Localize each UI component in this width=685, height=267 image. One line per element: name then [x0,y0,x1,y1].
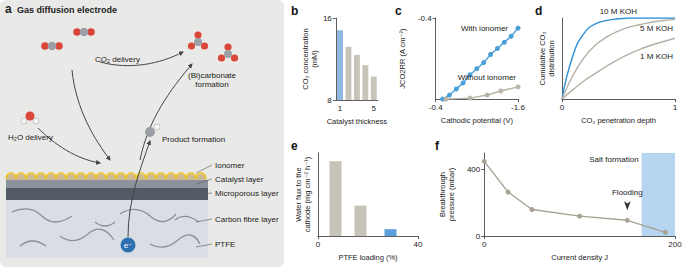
svg-text:16: 16 [323,14,332,23]
svg-text:0: 0 [476,232,481,241]
svg-text:e: e [291,139,298,153]
svg-text:Flooding: Flooding [612,188,643,197]
svg-text:Ionomer: Ionomer [215,161,245,170]
svg-text:Catalyst layer: Catalyst layer [215,175,264,184]
svg-text:PTFE loading (%): PTFE loading (%) [338,253,398,262]
svg-text:-0.4: -0.4 [418,14,432,23]
svg-text:pressure (mbar): pressure (mbar) [447,167,456,221]
svg-text:(Bi)carbonateformation: (Bi)carbonateformation [188,71,237,89]
svg-text:Cathodic potential (V): Cathodic potential (V) [441,116,514,125]
svg-text:e⁻: e⁻ [124,241,133,250]
svg-text:(mM): (mM) [310,50,319,68]
svg-text:d: d [535,4,542,18]
svg-text:0: 0 [560,103,565,112]
svg-text:Product formation: Product formation [162,135,225,144]
svg-text:-1.6: -1.6 [511,103,525,112]
svg-text:0: 0 [316,240,321,249]
svg-text:1: 1 [673,103,678,112]
svg-text:CO₂ concentration: CO₂ concentration [301,28,310,89]
svg-text:With ionomer: With ionomer [461,24,508,33]
svg-text:Without ionomer: Without ionomer [458,73,517,82]
svg-text:8: 8 [327,96,332,105]
svg-text:40: 40 [414,240,423,249]
svg-text:Microporous layer: Microporous layer [215,189,279,198]
svg-text:f: f [435,139,440,153]
svg-text:c: c [395,4,402,18]
svg-text:Carbon fibre layer: Carbon fibre layer [215,215,279,224]
svg-text:200: 200 [668,240,682,249]
svg-text:cathode (mg cm⁻² h⁻¹): cathode (mg cm⁻² h⁻¹) [303,156,312,232]
svg-text:Breakthrough: Breakthrough [438,172,447,217]
svg-text:1 M KOH: 1 M KOH [640,52,673,61]
svg-text:0: 0 [482,240,487,249]
svg-text:Current density J: Current density J [551,253,608,262]
svg-text:CO₂ delivery: CO₂ delivery [95,55,140,64]
svg-text:10 M KOH: 10 M KOH [600,7,638,16]
svg-text:Cumulative CO₂: Cumulative CO₂ [538,32,547,86]
svg-text:CO₂ penetration depth: CO₂ penetration depth [581,116,656,125]
svg-text:H₂O delivery: H₂O delivery [8,133,53,142]
svg-text:400: 400 [467,165,481,174]
svg-text:Salt formation: Salt formation [589,155,638,164]
svg-text:distribution: distribution [547,40,556,76]
svg-text:Catalyst thickness: Catalyst thickness [327,117,388,126]
svg-text:Water flux to the: Water flux to the [294,167,303,221]
svg-text:JCO2RR (A cm⁻²): JCO2RR (A cm⁻²) [398,28,407,89]
svg-text:5: 5 [372,104,377,113]
svg-text:a: a [5,2,12,16]
svg-text:PTFE: PTFE [215,240,235,249]
svg-text:-0.4: -0.4 [429,103,443,112]
svg-text:1: 1 [338,104,343,113]
svg-text:Gas diffusion electrode: Gas diffusion electrode [17,5,117,15]
svg-text:5 M KOH: 5 M KOH [640,24,673,33]
svg-text:b: b [291,4,298,18]
